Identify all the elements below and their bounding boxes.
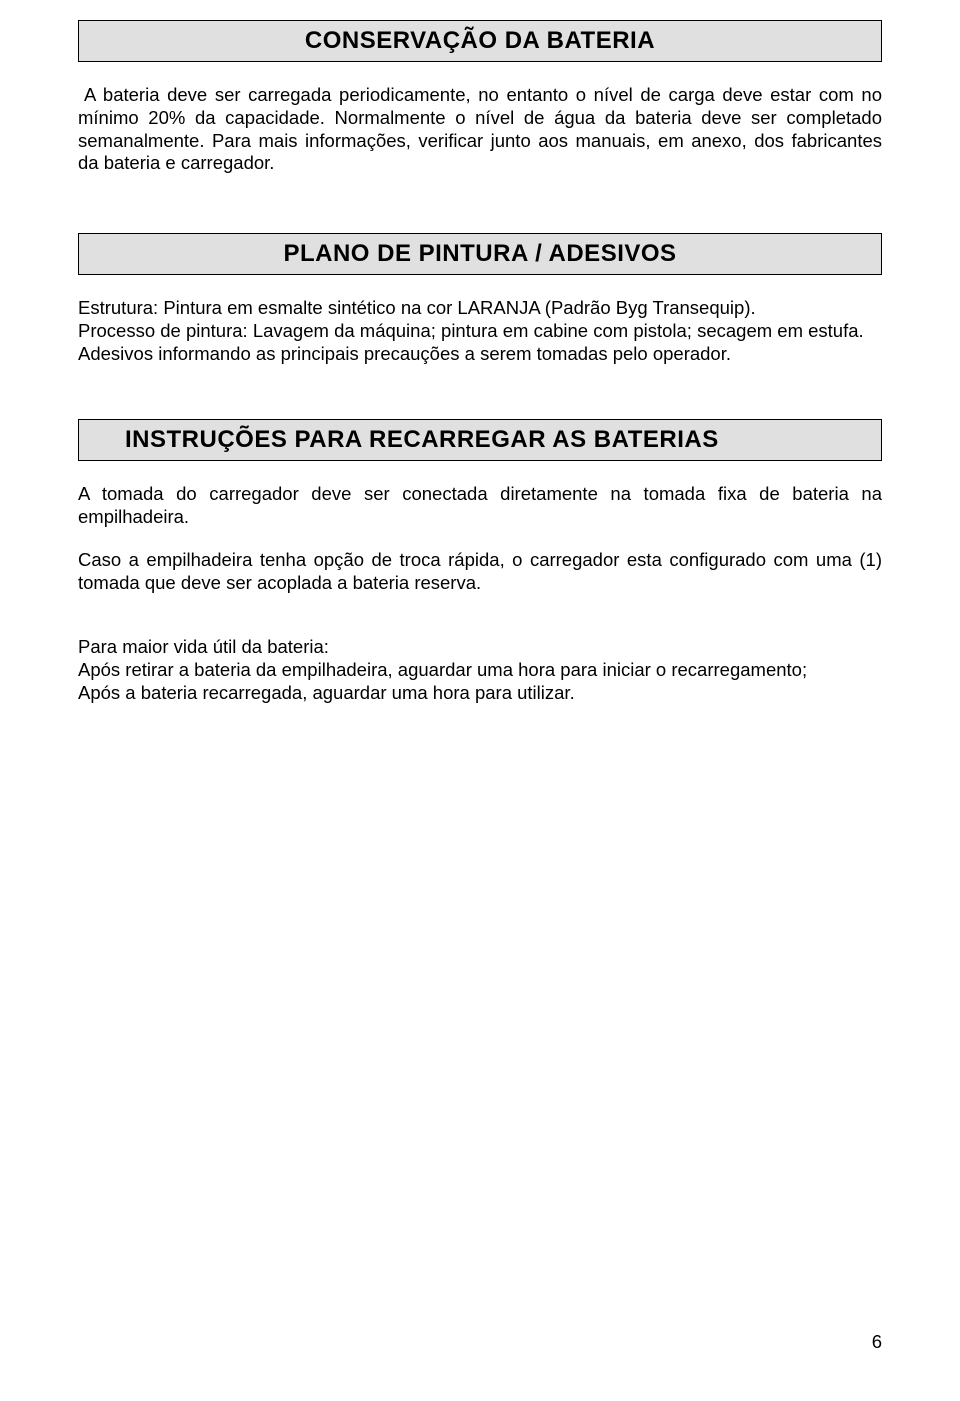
- page-content: CONSERVAÇÃO DA BATERIA A bateria deve se…: [0, 0, 960, 705]
- section-title: PLANO DE PINTURA / ADESIVOS: [283, 240, 676, 267]
- paragraph: A tomada do carregador deve ser conectad…: [78, 483, 882, 529]
- paragraph: Estrutura: Pintura em esmalte sintético …: [78, 297, 882, 320]
- paragraph: Processo de pintura: Lavagem da máquina;…: [78, 320, 882, 343]
- paragraph: Caso a empilhadeira tenha opção de troca…: [78, 549, 882, 595]
- section-body-conservacao: A bateria deve ser carregada periodicame…: [78, 84, 882, 175]
- section-body-instrucoes: A tomada do carregador deve ser conectad…: [78, 483, 882, 704]
- paragraph: Após retirar a bateria da empilhadeira, …: [78, 659, 882, 682]
- section-header-plano: PLANO DE PINTURA / ADESIVOS: [78, 233, 882, 275]
- section-title: INSTRUÇÕES PARA RECARREGAR AS BATERIAS: [125, 426, 719, 453]
- paragraph: A bateria deve ser carregada periodicame…: [78, 84, 882, 175]
- page-number: 6: [872, 1331, 882, 1353]
- section-header-instrucoes: INSTRUÇÕES PARA RECARREGAR AS BATERIAS: [78, 419, 882, 461]
- section-title: CONSERVAÇÃO DA BATERIA: [305, 27, 655, 54]
- paragraph: Para maior vida útil da bateria:: [78, 636, 882, 659]
- section-body-plano: Estrutura: Pintura em esmalte sintético …: [78, 297, 882, 365]
- paragraph: Após a bateria recarregada, aguardar uma…: [78, 682, 882, 705]
- section-header-conservacao: CONSERVAÇÃO DA BATERIA: [78, 20, 882, 62]
- paragraph: Adesivos informando as principais precau…: [78, 343, 882, 366]
